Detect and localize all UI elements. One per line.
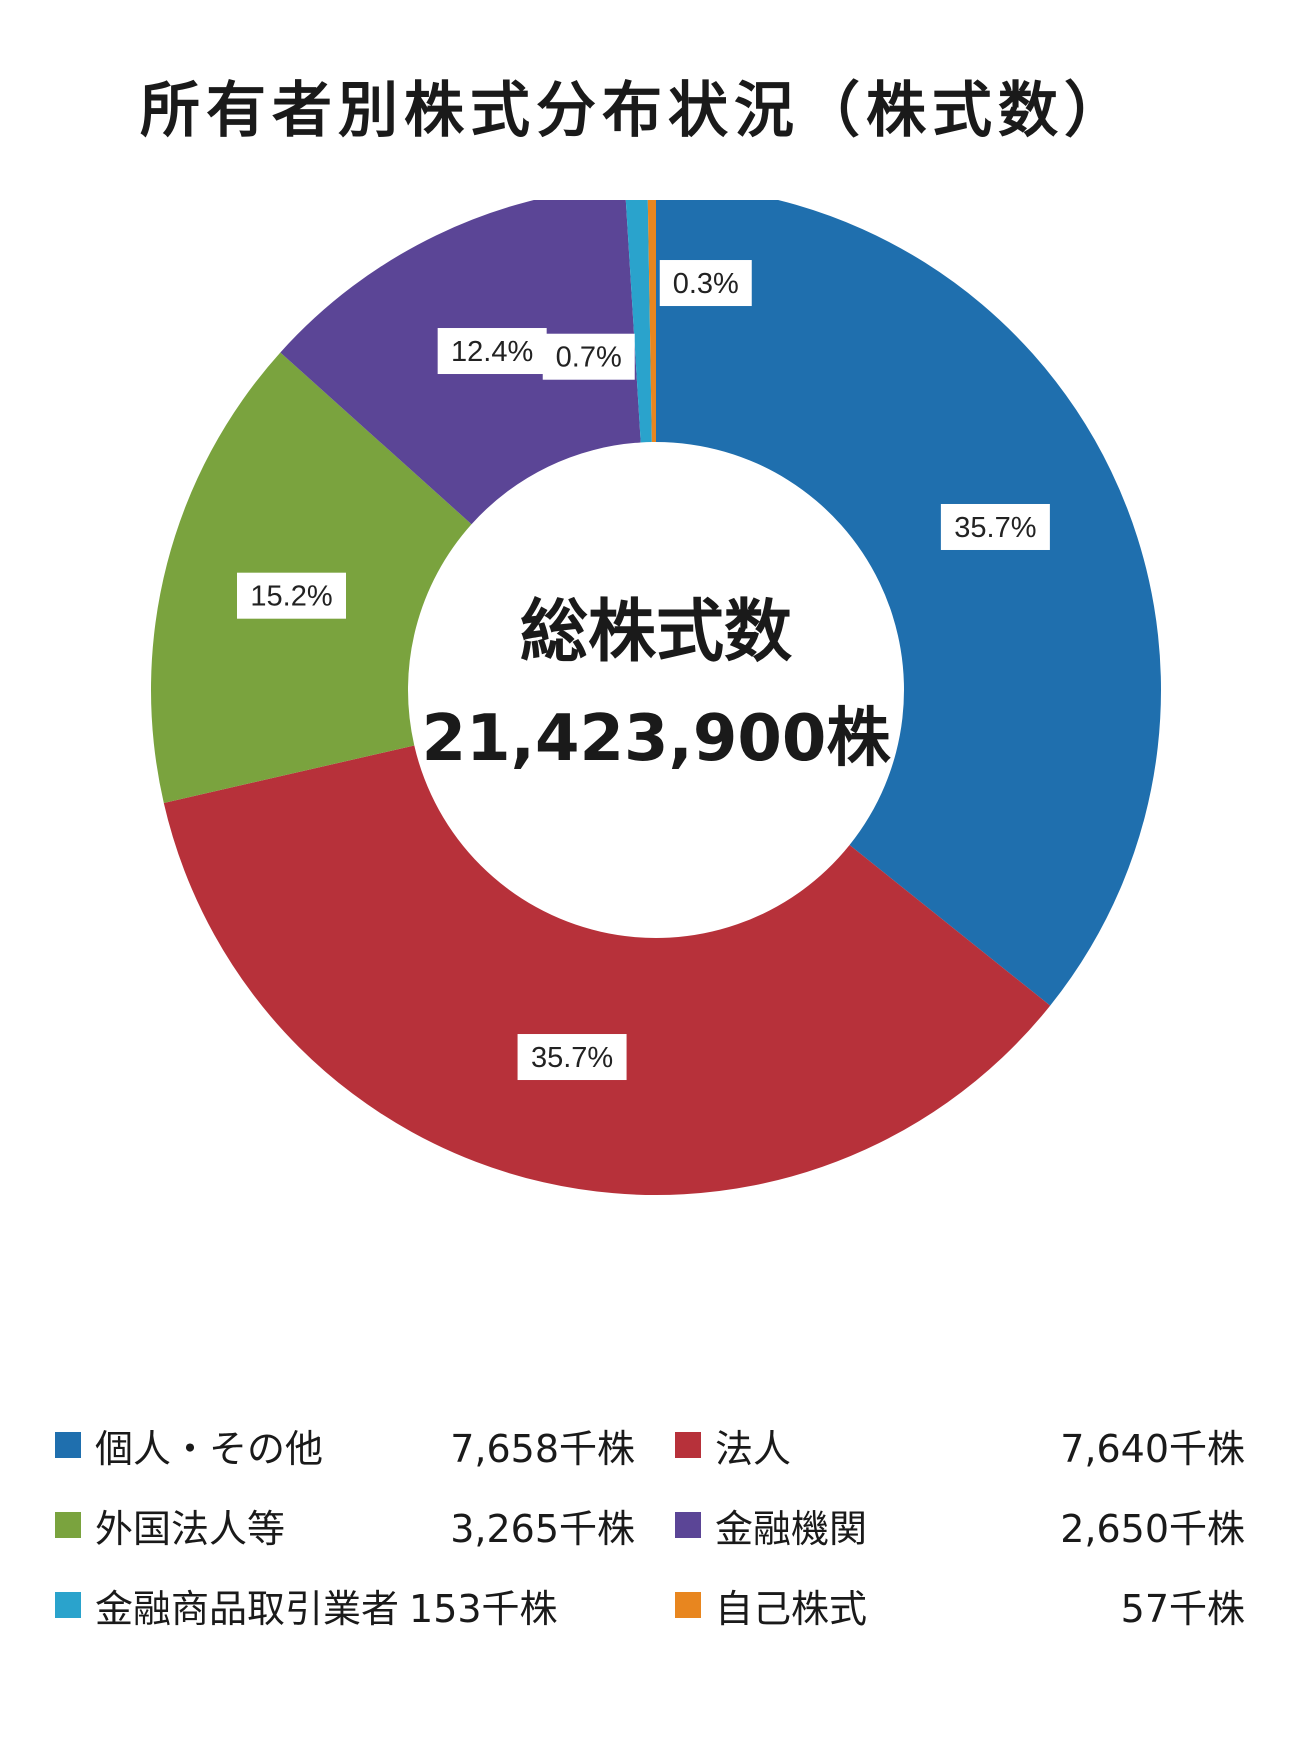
legend-swatch-foreign-corporations bbox=[55, 1512, 81, 1538]
data-label-text: 0.7% bbox=[556, 342, 622, 374]
legend-value: 2,650千株 bbox=[1060, 1506, 1245, 1551]
chart-title: 所有者別株式分布状況（株式数） bbox=[140, 76, 1130, 146]
center-total-value: 21,423,900株 bbox=[422, 702, 892, 776]
donut-slice bbox=[625, 200, 652, 443]
data-label: 35.7% bbox=[940, 503, 1050, 550]
legend-value: 57千株 bbox=[1120, 1586, 1245, 1631]
center-label: 総株式数 bbox=[520, 593, 792, 672]
legend-swatch-individuals bbox=[55, 1432, 81, 1458]
legend-value: 153千株 bbox=[409, 1586, 558, 1631]
data-label-box bbox=[237, 572, 347, 619]
legend-item-foreign-corporations: 外国法人等 3,265千株 bbox=[55, 1498, 675, 1553]
legend-value: 7,640千株 bbox=[1060, 1426, 1245, 1471]
legend-label: 金融機関 bbox=[715, 1506, 868, 1551]
legend-item-individuals: 個人・その他 7,658千株 bbox=[55, 1418, 675, 1473]
data-label: 15.2% bbox=[237, 572, 347, 619]
legend-label: 個人・その他 bbox=[95, 1426, 324, 1471]
data-label: 35.7% bbox=[517, 1034, 627, 1081]
data-label-text: 15.2% bbox=[250, 581, 332, 613]
legend-item-treasury-stock: 自己株式 57千株 bbox=[675, 1578, 1255, 1633]
data-label-box bbox=[940, 503, 1050, 550]
data-label-text: 0.3% bbox=[673, 268, 739, 300]
data-label-box bbox=[659, 260, 752, 307]
legend-swatch-corporations bbox=[675, 1432, 701, 1458]
legend-label: 外国法人等 bbox=[95, 1506, 286, 1551]
donut-slice bbox=[163, 745, 1051, 1195]
legend-swatch-financial-institutions bbox=[675, 1512, 701, 1538]
data-label-text: 35.7% bbox=[531, 1042, 613, 1074]
legend-value: 3,265千株 bbox=[450, 1506, 635, 1551]
data-label: 12.4% bbox=[437, 328, 547, 375]
data-label-box bbox=[517, 1034, 627, 1081]
data-label: 0.3% bbox=[659, 260, 752, 307]
data-label-text: 35.7% bbox=[954, 512, 1036, 544]
data-label-box bbox=[542, 333, 635, 380]
legend-value: 7,658千株 bbox=[450, 1426, 635, 1471]
legend-row: 個人・その他 7,658千株 法人 7,640千株 bbox=[55, 1405, 1255, 1485]
legend-label: 法人 bbox=[715, 1426, 792, 1471]
legend-item-financial-institutions: 金融機関 2,650千株 bbox=[675, 1498, 1255, 1553]
legend-label: 自己株式 bbox=[715, 1586, 868, 1631]
donut-slice bbox=[647, 200, 656, 443]
data-label: 0.7% bbox=[542, 333, 635, 380]
legend-item-corporations: 法人 7,640千株 bbox=[675, 1418, 1255, 1473]
legend-swatch-securities-firms bbox=[55, 1592, 81, 1618]
legend: 個人・その他 7,658千株 法人 7,640千株 外国法人等 3,265千株 … bbox=[55, 1405, 1255, 1645]
legend-row: 外国法人等 3,265千株 金融機関 2,650千株 bbox=[55, 1485, 1255, 1565]
data-label-text: 12.4% bbox=[451, 336, 533, 368]
legend-swatch-treasury-stock bbox=[675, 1592, 701, 1618]
data-label-box bbox=[437, 328, 547, 375]
donut-chart: 35.7% 35.7% 15.2% 12.4% 0.7% 0.3% 総株式数 21,423,9… bbox=[150, 200, 1161, 1195]
legend-row: 金融商品取引業者 153千株 自己株式 57千株 bbox=[55, 1565, 1255, 1645]
legend-label: 金融商品取引業者 bbox=[95, 1586, 400, 1631]
legend-item-securities-firms: 金融商品取引業者 153千株 bbox=[55, 1578, 675, 1633]
donut-slice bbox=[656, 200, 1161, 1006]
